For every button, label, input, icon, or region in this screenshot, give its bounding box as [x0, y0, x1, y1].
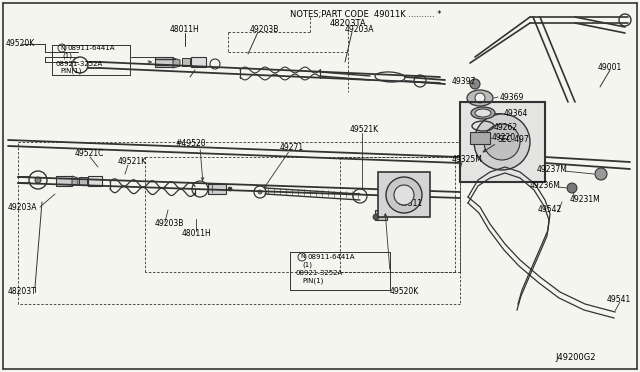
Text: 49271: 49271 [280, 142, 304, 151]
Text: 49001: 49001 [598, 62, 622, 71]
Text: N: N [300, 254, 305, 260]
Bar [208, 184, 226, 194]
Text: PIN(1): PIN(1) [60, 68, 81, 74]
Ellipse shape [467, 90, 493, 106]
Text: 48203TA: 48203TA [330, 19, 367, 28]
Text: 48011H: 48011H [181, 228, 211, 237]
Text: 08921-3252A: 08921-3252A [56, 61, 103, 67]
Text: 49520K: 49520K [6, 39, 35, 48]
Bar [88, 176, 102, 186]
Text: 49541: 49541 [607, 295, 631, 305]
Text: 49237M: 49237M [537, 164, 568, 173]
Text: 49369: 49369 [500, 93, 524, 102]
Text: 08911-6441A: 08911-6441A [307, 254, 355, 260]
Circle shape [228, 187, 232, 191]
Text: 49311: 49311 [399, 199, 423, 208]
Text: 49325M: 49325M [452, 155, 483, 164]
Circle shape [470, 79, 480, 89]
Circle shape [386, 177, 422, 213]
Circle shape [484, 124, 520, 160]
Text: 49203B: 49203B [155, 219, 184, 228]
Polygon shape [460, 102, 545, 182]
Text: 49203B: 49203B [250, 26, 280, 35]
Polygon shape [378, 172, 430, 217]
Text: SEC.497: SEC.497 [497, 135, 529, 144]
Text: 08921-3252A: 08921-3252A [296, 270, 343, 276]
Text: 49521K: 49521K [118, 157, 147, 167]
Bar [182, 58, 190, 66]
Circle shape [595, 168, 607, 180]
Text: 49397: 49397 [452, 77, 476, 87]
Text: 49262: 49262 [494, 124, 518, 132]
Text: 49203A: 49203A [8, 202, 38, 212]
Text: 49231M: 49231M [570, 196, 601, 205]
Text: 49236M: 49236M [530, 180, 561, 189]
Text: 49520K: 49520K [390, 288, 419, 296]
Polygon shape [72, 176, 78, 186]
Text: J49200G2: J49200G2 [555, 353, 595, 362]
Text: 49521C: 49521C [75, 150, 104, 158]
Bar [375, 210, 387, 220]
Text: PIN(1): PIN(1) [302, 278, 323, 284]
Circle shape [373, 214, 379, 220]
Text: 48203T: 48203T [8, 288, 36, 296]
Polygon shape [173, 58, 180, 68]
Ellipse shape [471, 107, 495, 119]
Text: 08911-6441A: 08911-6441A [67, 45, 115, 51]
Bar [191, 57, 206, 67]
Text: 49203A: 49203A [345, 26, 374, 35]
Text: 49521K: 49521K [350, 125, 379, 135]
Text: 49220: 49220 [492, 134, 516, 142]
Circle shape [567, 183, 577, 193]
Text: N: N [60, 45, 65, 51]
Text: #49520: #49520 [175, 140, 205, 148]
Text: (1): (1) [62, 53, 72, 59]
Text: (1): (1) [302, 262, 312, 268]
Bar [155, 57, 173, 67]
Circle shape [475, 93, 485, 103]
Circle shape [394, 185, 414, 205]
Text: 48011H: 48011H [170, 26, 200, 35]
Circle shape [258, 190, 262, 194]
Text: 49364: 49364 [504, 109, 529, 119]
Polygon shape [470, 132, 490, 144]
Circle shape [474, 114, 530, 170]
Text: NOTES;PART CODE  49011K .......... *: NOTES;PART CODE 49011K .......... * [290, 10, 442, 19]
Text: 49542: 49542 [538, 205, 563, 215]
Circle shape [35, 177, 41, 183]
Bar [56, 176, 72, 186]
Ellipse shape [475, 109, 491, 117]
Bar [79, 177, 87, 185]
